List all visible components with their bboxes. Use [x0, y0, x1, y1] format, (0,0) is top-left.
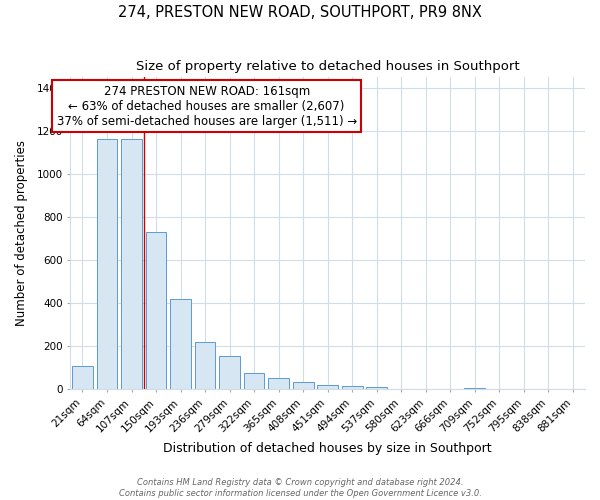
X-axis label: Distribution of detached houses by size in Southport: Distribution of detached houses by size …: [163, 442, 492, 455]
Bar: [342, 386, 362, 389]
Bar: [146, 232, 166, 389]
Bar: [317, 385, 338, 389]
Title: Size of property relative to detached houses in Southport: Size of property relative to detached ho…: [136, 60, 520, 73]
Bar: [268, 378, 289, 389]
Bar: [366, 387, 387, 389]
Bar: [219, 356, 240, 389]
Bar: [170, 298, 191, 389]
Bar: [194, 342, 215, 389]
Text: 274, PRESTON NEW ROAD, SOUTHPORT, PR9 8NX: 274, PRESTON NEW ROAD, SOUTHPORT, PR9 8N…: [118, 5, 482, 20]
Bar: [121, 140, 142, 389]
Bar: [244, 373, 265, 389]
Bar: [72, 366, 93, 389]
Text: Contains HM Land Registry data © Crown copyright and database right 2024.
Contai: Contains HM Land Registry data © Crown c…: [119, 478, 481, 498]
Text: 274 PRESTON NEW ROAD: 161sqm
← 63% of detached houses are smaller (2,607)
37% of: 274 PRESTON NEW ROAD: 161sqm ← 63% of de…: [56, 85, 357, 128]
Bar: [97, 140, 118, 389]
Y-axis label: Number of detached properties: Number of detached properties: [15, 140, 28, 326]
Bar: [464, 388, 485, 389]
Bar: [293, 382, 314, 389]
